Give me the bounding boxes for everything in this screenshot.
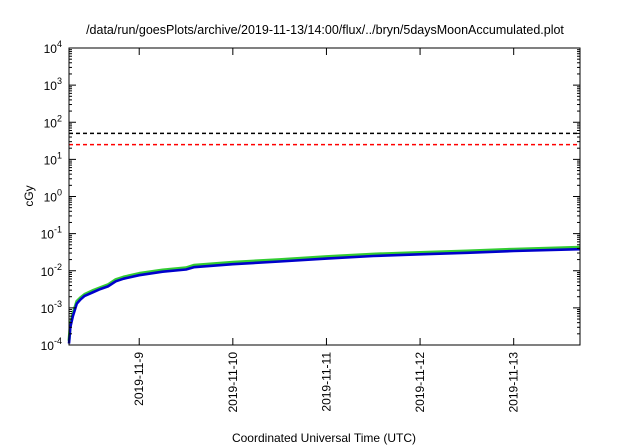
- y-tick-label: 101: [44, 150, 62, 167]
- x-tick-label: 2019-11-13: [507, 352, 521, 413]
- x-tick-label: 2019-11-9: [132, 352, 146, 406]
- y-axis: 10-4 10-3 10-2 10-1 100 101 102 103 104: [41, 39, 580, 353]
- x-axis-label: Coordinated Universal Time (UTC): [232, 431, 416, 445]
- x-tick-label: 2019-11-10: [226, 352, 240, 413]
- plot-frame: [68, 47, 581, 346]
- series-line-1: [67, 247, 581, 344]
- chart-title: /data/run/goesPlots/archive/2019-11-13/1…: [86, 23, 564, 37]
- y-tick-label: 104: [44, 39, 62, 56]
- x-tick-label: 2019-11-12: [413, 352, 427, 413]
- y-tick-label: 100: [44, 188, 62, 205]
- reference-lines: [69, 132, 580, 146]
- y-tick-label: 102: [44, 113, 62, 130]
- y-tick-label: 10-4: [41, 336, 62, 353]
- y-axis-label: cGy: [22, 185, 36, 206]
- y-tick-label: 10-2: [41, 262, 62, 279]
- x-tick-label: 2019-11-11: [320, 352, 334, 412]
- y-tick-label: 10-1: [41, 225, 62, 242]
- y-tick-label: 103: [44, 76, 62, 93]
- series-line-0: [67, 245, 581, 341]
- x-axis: 2019-11-9 2019-11-10 2019-11-11 2019-11-12 2…: [132, 48, 521, 413]
- series-lines: [67, 245, 581, 344]
- y-tick-label: 10-3: [41, 299, 62, 316]
